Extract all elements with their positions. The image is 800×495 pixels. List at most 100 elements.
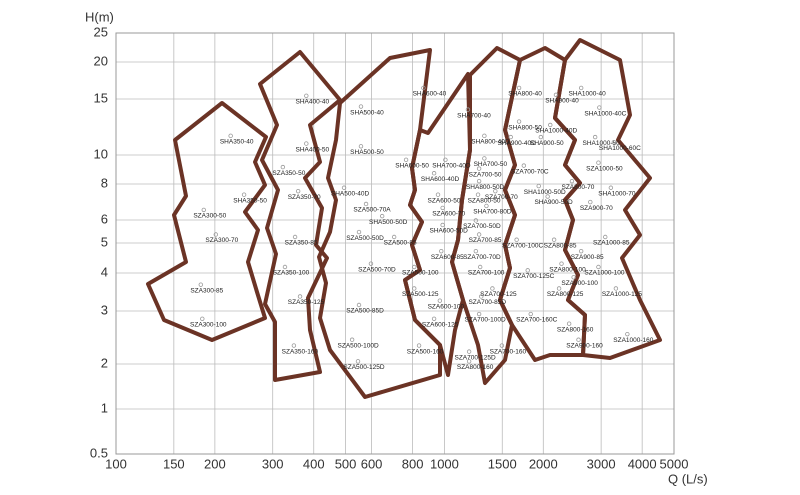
- point-label: SZA700-125D: [455, 354, 496, 361]
- point-label: SHA1000-40C: [584, 110, 626, 117]
- point-label: SZA800-100: [549, 266, 586, 273]
- y-tick-label: 4: [101, 264, 108, 279]
- point-label: SZA800-50: [468, 197, 501, 204]
- point-marker: [588, 199, 593, 205]
- points: SHA350-40 SHA350-50 SZA300-50 SZA300-70 SZA3…: [190, 85, 654, 371]
- point-label: SHA900-40: [545, 98, 579, 105]
- point-label: SHA800-50: [508, 124, 542, 131]
- point-marker: [466, 349, 472, 354]
- point-marker: [525, 268, 530, 273]
- point-marker: [356, 302, 362, 308]
- point-label: SZA350-100: [273, 270, 310, 277]
- point-label: SZA800-125: [547, 291, 584, 298]
- point-marker: [551, 237, 557, 242]
- x-tick-label: 100: [105, 456, 127, 471]
- point-marker: [356, 229, 362, 235]
- point-marker: [440, 205, 445, 211]
- region-outline: [258, 50, 342, 382]
- point-label: SZA800-85: [544, 242, 577, 249]
- region-outline: [553, 38, 662, 360]
- x-tick-label: 500: [335, 456, 357, 471]
- point-label: SZA350-85: [285, 240, 318, 247]
- point-marker: [625, 331, 630, 337]
- point-label: SHA1000-50D: [524, 189, 566, 196]
- point-marker: [476, 311, 482, 317]
- point-label: SZA500-50D: [346, 235, 384, 242]
- point-label: SHA600-50: [395, 163, 429, 170]
- point-marker: [431, 171, 437, 176]
- point-label: SZA900-100: [561, 280, 598, 287]
- y-tick-label: 15: [94, 90, 108, 105]
- point-marker: [363, 201, 369, 207]
- point-label: SHA800-40: [508, 91, 542, 98]
- point-marker: [304, 141, 309, 146]
- point-marker: [476, 166, 482, 171]
- point-marker: [292, 234, 298, 240]
- x-tick-label: 3000: [587, 456, 616, 471]
- point-label: SZA500-100: [402, 270, 439, 277]
- x-tick-label: 4000: [628, 456, 657, 471]
- point-marker: [490, 286, 495, 291]
- point-marker: [576, 337, 581, 342]
- point-marker: [200, 316, 205, 321]
- point-marker: [536, 183, 541, 189]
- point-label: SZA700-50: [469, 171, 502, 178]
- point-marker: [548, 122, 553, 128]
- point-label: SZA700-100C: [502, 242, 543, 249]
- point-marker: [473, 248, 479, 254]
- y-tick-label: 2: [101, 355, 108, 370]
- regions: [146, 38, 662, 399]
- y-tick-label: 5: [101, 234, 108, 249]
- point-label: SZA600-50: [428, 197, 461, 204]
- point-marker: [403, 157, 409, 163]
- point-marker: [479, 294, 484, 299]
- point-marker: [516, 119, 522, 124]
- y-tick-label: 3: [101, 302, 108, 317]
- point-marker: [341, 185, 347, 190]
- point-label: SHA1000-50: [583, 140, 621, 147]
- point-marker: [484, 203, 489, 209]
- point-label: SHA600-40: [413, 91, 447, 98]
- point-label: SZA700-70C: [511, 168, 549, 175]
- point-label: SHA700-50: [474, 161, 508, 168]
- point-marker: [416, 343, 422, 348]
- x-tick-label: 1500: [488, 456, 517, 471]
- point-label: SZA700-125C: [513, 273, 554, 280]
- point-marker: [228, 133, 233, 139]
- x-tick-label: 1000: [430, 456, 459, 471]
- x-tick-label: 200: [204, 456, 226, 471]
- point-label: SZA350-160: [282, 348, 319, 355]
- point-marker: [596, 264, 601, 270]
- point-label: SHA900-50D: [534, 199, 573, 206]
- point-marker: [571, 275, 576, 280]
- point-label: SZA300-50: [193, 213, 226, 220]
- point-marker: [499, 343, 505, 348]
- point-marker: [508, 134, 513, 140]
- point-label: SZA1000-160: [613, 337, 653, 344]
- point-marker: [482, 156, 487, 161]
- x-tick-label: 800: [402, 456, 424, 471]
- x-axis-label: Q (L/s): [668, 471, 708, 486]
- point-marker: [482, 133, 487, 139]
- point-label: SHA700-40D: [432, 163, 471, 170]
- y-tick-label: 1: [101, 400, 108, 415]
- point-marker: [578, 85, 584, 91]
- point-marker: [569, 178, 575, 184]
- region-outline: [146, 101, 268, 342]
- point-marker: [443, 157, 448, 163]
- point-label: SZA700-160: [490, 348, 527, 355]
- point-marker: [297, 294, 303, 299]
- point-marker: [493, 188, 498, 194]
- x-tick-label: 150: [163, 456, 185, 471]
- point-marker: [437, 298, 443, 303]
- point-marker: [603, 234, 608, 240]
- point-label: SHA350-40: [220, 139, 254, 146]
- point-marker: [440, 222, 445, 228]
- point-marker: [412, 286, 417, 291]
- point-marker: [521, 163, 527, 168]
- point-marker: [597, 105, 602, 110]
- point-marker: [516, 85, 522, 91]
- point-marker: [566, 321, 572, 326]
- point-label: SHA600-50D: [429, 228, 468, 235]
